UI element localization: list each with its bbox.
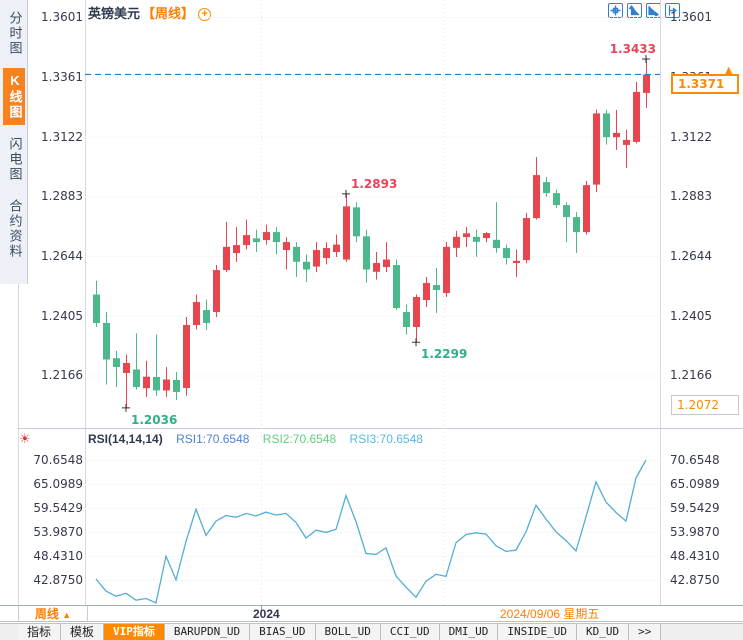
- scale-y-axis-icon[interactable]: [627, 3, 642, 18]
- period-selector[interactable]: 周线 ▲: [18, 606, 88, 622]
- tab--[interactable]: >>: [629, 624, 662, 640]
- sidebar-item-3[interactable]: 合约资料: [7, 199, 23, 259]
- rsi-indicator-chart[interactable]: [85, 428, 660, 605]
- current-price-value: 1.3371: [678, 77, 725, 91]
- tab-kd-ud[interactable]: KD_UD: [576, 624, 630, 640]
- axis-tick-label: 48.4310: [33, 549, 83, 563]
- axis-tick-label: 1.3122: [670, 129, 712, 144]
- axis-tick-label: 65.0989: [33, 477, 83, 491]
- pan-icon[interactable]: [608, 3, 623, 18]
- axis-tick-label: 70.6548: [33, 453, 83, 467]
- axis-tick-label: 65.0989: [670, 477, 720, 491]
- extreme-price-label: 1.3433: [610, 42, 656, 56]
- add-compare-icon[interactable]: +: [198, 8, 212, 22]
- axis-tick-label: 1.2644: [41, 249, 83, 264]
- left-sidebar: 分时图 K线图闪电图合约资料: [0, 0, 28, 284]
- chart-toolbar: [608, 3, 680, 18]
- left-rail-divider: [18, 284, 19, 622]
- time-axis-row: 周线 ▲ 2024 2024/09/06 星期五: [0, 605, 743, 622]
- shift-right-icon[interactable]: [665, 3, 680, 18]
- axis-tick-label: 53.9870: [670, 525, 720, 539]
- axis-tick-label: 1.2883: [670, 189, 712, 204]
- axis-tick-label: 1.2883: [41, 189, 83, 204]
- tab-bias-ud[interactable]: BIAS_UD: [250, 624, 316, 640]
- axis-tick-label: 1.2166: [41, 368, 83, 383]
- last-date-label: 2024/09/06 星期五: [500, 607, 600, 621]
- axis-tick-label: 70.6548: [670, 453, 720, 467]
- axis-tick-label: 1.3361: [41, 69, 83, 84]
- tab-dmi-ud[interactable]: DMI_UD: [439, 624, 499, 640]
- axis-tick-label: 1.3601: [670, 10, 712, 24]
- extreme-price-label: 1.2036: [131, 413, 177, 427]
- extreme-price-label: 1.2893: [351, 177, 397, 191]
- axis-tick-label: 1.2405: [41, 308, 83, 323]
- candlestick-chart[interactable]: 1.3433 1.2893 1.2299 1.2036: [85, 0, 660, 428]
- indicator-tab-bar: 指标 模板 VIP指标 BARUPDN_UD BIAS_UD BOLL_UD CCI_UD D…: [0, 623, 743, 640]
- sidebar-item-2[interactable]: 闪电图: [7, 137, 23, 182]
- indicator-settings-icon[interactable]: ☀: [19, 431, 31, 446]
- extreme-price-label: 1.2299: [421, 347, 467, 361]
- tab-inside-ud[interactable]: INSIDE_UD: [498, 624, 577, 640]
- axis-tick-label: 48.4310: [670, 549, 720, 563]
- year-tick: [261, 606, 262, 610]
- axis-tick-label: 53.9870: [33, 525, 83, 539]
- axis-tick-label: 1.2644: [670, 249, 712, 264]
- panel-divider: [18, 428, 743, 429]
- scale-x-axis-icon[interactable]: [646, 3, 661, 18]
- axis-tick-label: 59.5429: [33, 501, 83, 515]
- current-price-box: 1.3371 ▲: [671, 64, 739, 94]
- axis-tick-label: 42.8750: [670, 573, 720, 587]
- axis-tick-label: 42.8750: [33, 573, 83, 587]
- tab-barupdn-ud[interactable]: BARUPDN_UD: [164, 624, 251, 640]
- tab-vip指标[interactable]: VIP指标: [104, 624, 165, 640]
- right-axis-line: [660, 0, 661, 605]
- tab-指标[interactable]: 指标: [18, 624, 62, 640]
- year-label: 2024: [253, 607, 280, 621]
- rsi2-value: RSI2:70.6548: [262, 432, 337, 446]
- rsi-title: RSI(14,14,14): [88, 432, 163, 446]
- period-arrow-icon: ▲: [62, 610, 72, 620]
- sidebar-item-0[interactable]: 分时图: [7, 11, 23, 56]
- axis-tick-label: 1.2166: [670, 368, 712, 383]
- reference-price-value: 1.2072: [677, 398, 719, 412]
- left-axis-line: [85, 0, 86, 605]
- tab-cci-ud[interactable]: CCI_UD: [380, 624, 440, 640]
- reference-price-box: 1.2072: [671, 395, 739, 415]
- price-up-arrow-icon: ▲: [724, 64, 733, 77]
- rsi-header: RSI(14,14,14) RSI1:70.6548 RSI2:70.6548 …: [88, 432, 433, 446]
- rsi3-value: RSI3:70.6548: [349, 432, 423, 446]
- sidebar-item-1[interactable]: K线图: [2, 68, 25, 125]
- tab-模板[interactable]: 模板: [61, 624, 105, 640]
- axis-tick-label: 59.5429: [670, 501, 720, 515]
- tab-boll-ud[interactable]: BOLL_UD: [315, 624, 381, 640]
- axis-tick-label: 1.3601: [41, 10, 83, 24]
- axis-tick-label: 1.3122: [41, 129, 83, 144]
- period-label: 周线: [34, 607, 59, 621]
- axis-tick-label: 1.2405: [670, 308, 712, 323]
- rsi1-value: RSI1:70.6548: [176, 432, 250, 446]
